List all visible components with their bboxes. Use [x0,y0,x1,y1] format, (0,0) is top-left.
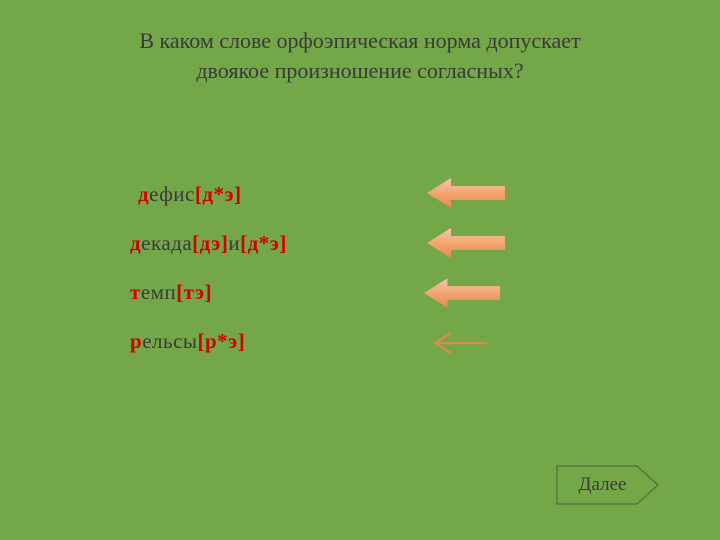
options-container: дефис [д*э]декада [дэ]и [д*э]темп [тэ]ре… [130,182,287,378]
option-part: [д*э] [195,182,242,207]
next-button[interactable]: Далее [555,464,660,506]
question-text: В каком слове орфоэпическая норма допуск… [0,26,720,85]
option-row-3[interactable]: рельсы [р*э] [130,329,287,354]
option-part: емп [141,280,176,305]
option-part: [дэ] [192,231,228,256]
next-button-label: Далее [555,464,660,506]
arrow-left-icon[interactable] [427,178,505,208]
option-part: ефис [149,182,195,207]
option-part: [р*э] [198,329,246,354]
option-part: екада [141,231,192,256]
question-line1: В каком слове орфоэпическая норма допуск… [139,28,580,53]
option-part: д [130,231,141,256]
arrow-left-icon[interactable] [427,228,505,258]
option-row-0[interactable]: дефис [д*э] [130,182,287,207]
option-part: ельсы [142,329,197,354]
option-part: [д*э] [240,231,287,256]
option-part: т [130,280,141,305]
option-row-2[interactable]: темп [тэ] [130,280,287,305]
option-part: р [130,329,142,354]
option-part: д [138,182,149,207]
question-line2: двоякое произношение согласных? [196,58,523,83]
arrow-left-icon[interactable] [424,278,500,308]
option-part: [тэ] [176,280,212,305]
option-row-1[interactable]: декада [дэ]и [д*э] [130,231,287,256]
arrow-left-icon[interactable] [425,328,487,358]
option-part: и [228,231,240,256]
